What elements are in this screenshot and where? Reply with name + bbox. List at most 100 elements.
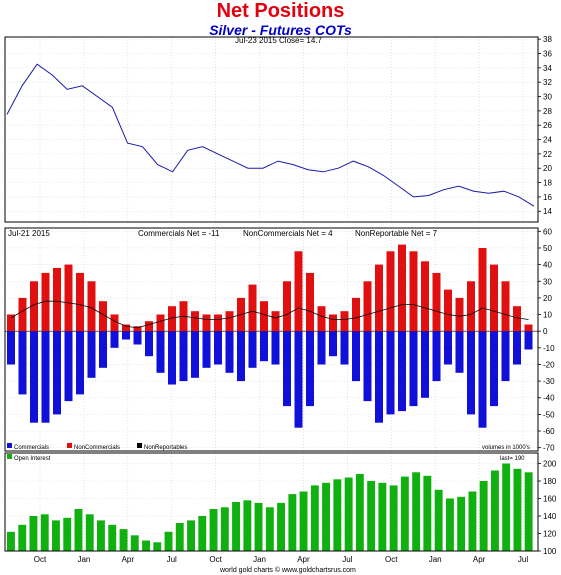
y-tick-label: 30 <box>543 93 552 102</box>
y-tick-label: -50 <box>543 410 555 419</box>
noncommercials-bar <box>409 251 418 332</box>
commercials-bar <box>306 331 314 407</box>
commercials-bar <box>191 331 199 378</box>
noncommercials-bar <box>444 289 452 332</box>
price-line <box>6 63 535 207</box>
price-header: Jul-23 2015 Close= 14.7 <box>235 36 323 45</box>
x-tick-label: Apr <box>297 555 310 564</box>
commercials-bar <box>352 331 360 382</box>
noncommercials-bar <box>122 324 130 332</box>
footer-credit: world gold charts © www.goldchartsrus.co… <box>219 566 356 574</box>
commercials-net-label: Commercials Net = -11 <box>138 229 220 238</box>
open-interest-bar <box>513 468 522 552</box>
open-interest-bar <box>434 489 443 552</box>
open-interest-bar <box>97 520 105 551</box>
commercials-bar <box>225 331 234 373</box>
noncommercials-bar <box>191 311 199 332</box>
noncommercials-bar <box>340 311 349 332</box>
legend-swatch-noncommercials <box>67 443 72 448</box>
nonreportables-line <box>10 300 529 329</box>
commercials-bar <box>409 331 418 407</box>
commercials-bar <box>375 331 383 423</box>
noncommercials-bar <box>467 281 475 332</box>
commercials-bar <box>156 331 165 373</box>
commercials-bar <box>110 331 119 348</box>
noncommercials-bar <box>41 272 50 332</box>
commercials-bar <box>145 331 153 357</box>
noncommercials-bar <box>294 251 303 332</box>
open-interest-bar <box>423 475 432 552</box>
y-tick-label: -10 <box>543 344 555 353</box>
open-interest-bar <box>153 542 162 552</box>
open-interest-bar <box>187 520 195 551</box>
noncommercials-bar <box>455 297 464 332</box>
y-tick-label: 24 <box>543 136 552 145</box>
commercials-bar <box>478 331 487 428</box>
noncommercials-bar <box>329 314 337 332</box>
commercials-bar <box>283 331 291 407</box>
commercials-bar <box>168 331 176 385</box>
noncommercials-net-label: NonCommercials Net = 4 <box>243 229 333 238</box>
noncommercials-bar <box>18 297 27 332</box>
x-tick-label: Jul <box>342 555 352 564</box>
y-tick-label: 100 <box>543 547 557 556</box>
y-tick-label: 36 <box>543 49 552 58</box>
y-tick-label: 200 <box>543 460 557 469</box>
commercials-bar <box>41 331 50 423</box>
y-tick-label: 16 <box>543 193 552 202</box>
open-interest-bar <box>491 470 499 551</box>
noncommercials-bar <box>501 281 510 332</box>
y-tick-label: 22 <box>543 150 552 159</box>
open-interest-bar <box>220 507 229 552</box>
commercials-bar <box>18 331 27 395</box>
y-tick-label: 26 <box>543 121 552 130</box>
noncommercials-bar <box>478 248 487 332</box>
noncommercials-bar <box>76 272 84 332</box>
y-tick-label: 38 <box>543 35 552 44</box>
x-tick-label: Oct <box>209 555 222 564</box>
panel-frame <box>4 227 539 452</box>
volume-note: volumes in 1000's <box>482 445 530 451</box>
noncommercials-bar <box>7 314 15 332</box>
open-interest-bar <box>333 479 342 552</box>
noncommercials-bar <box>145 321 153 332</box>
y-tick-label: 140 <box>543 512 557 521</box>
open-interest-bar <box>119 529 128 551</box>
noncommercials-bar <box>202 314 211 332</box>
open-interest-bar <box>288 494 297 551</box>
open-interest-bar <box>175 523 184 551</box>
commercials-bar <box>317 331 326 365</box>
y-tick-label: 32 <box>543 78 552 87</box>
legend-open-interest: Open Interest <box>14 456 51 462</box>
x-tick-label: Jul <box>518 555 528 564</box>
noncommercials-bar <box>398 244 406 332</box>
last-note: last= 190 <box>500 456 525 462</box>
y-tick-label: 18 <box>543 179 552 188</box>
noncommercials-bar <box>260 301 268 332</box>
commercials-bar <box>455 331 464 373</box>
y-tick-label: 30 <box>543 277 552 286</box>
noncommercials-bar <box>421 261 429 332</box>
page-title: Net Positions <box>216 0 345 22</box>
noncommercials-bar <box>64 264 73 332</box>
noncommercials-bar <box>513 306 521 332</box>
noncommercials-bar <box>363 281 372 332</box>
y-tick-label: 50 <box>543 244 552 253</box>
commercials-bar <box>260 331 268 362</box>
open-interest-bar <box>479 481 488 551</box>
legend-swatch-nonreportables <box>137 443 142 448</box>
y-tick-label: 20 <box>543 294 552 303</box>
noncommercials-bar <box>386 251 395 332</box>
commercials-bar <box>329 331 337 357</box>
commercials-bar <box>467 331 475 415</box>
open-interest-bar <box>130 535 139 552</box>
panel-frame <box>4 452 539 552</box>
open-interest-bar <box>142 540 150 551</box>
commercials-bar <box>133 331 142 345</box>
commercials-bar <box>248 331 257 368</box>
commercials-bar <box>490 331 498 407</box>
noncommercials-bar <box>99 301 107 332</box>
noncommercials-bar <box>30 281 38 332</box>
noncommercials-bar <box>317 306 326 332</box>
open-interest-bar <box>108 524 117 552</box>
